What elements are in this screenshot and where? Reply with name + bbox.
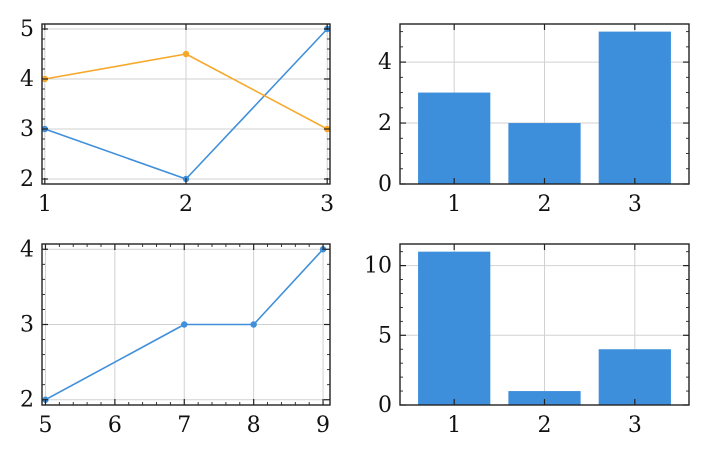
- y-tick-label: 2: [20, 388, 34, 413]
- x-tick-label: 3: [628, 413, 642, 438]
- y-tick-label: 5: [20, 17, 34, 42]
- y-tick-label: 2: [378, 111, 392, 136]
- bar-1: [418, 251, 491, 405]
- y-tick-label: 3: [20, 117, 34, 142]
- x-tick-label: 3: [320, 192, 334, 217]
- x-tick-label: 9: [316, 413, 330, 438]
- y-tick-label: 0: [378, 393, 392, 418]
- bar-1: [418, 92, 491, 184]
- chart-panel-3: 5 6 7 8 9 2 3 4: [20, 237, 331, 438]
- bar-2: [508, 123, 581, 184]
- chart-panel-2: 1 2 3 0 2 4: [378, 23, 690, 217]
- series-1-point: [181, 321, 188, 328]
- x-tick-label: 3: [628, 192, 642, 217]
- x-tick-label: 1: [447, 192, 461, 217]
- series-line-1: [45, 248, 324, 401]
- y-tick-label: 2: [20, 167, 34, 192]
- y-tick-label: 3: [20, 313, 34, 338]
- bar-2: [508, 391, 581, 405]
- x-tick-label: 2: [538, 413, 552, 438]
- tick-marks: [400, 24, 689, 185]
- y-tick-label: 5: [378, 323, 392, 348]
- bar-3: [598, 31, 671, 184]
- x-tick-label: 7: [177, 413, 191, 438]
- tick-marks: [42, 24, 330, 184]
- x-tick-label: 5: [38, 413, 52, 438]
- y-tick-label: 10: [364, 254, 392, 279]
- y-tick-label: 0: [378, 172, 392, 197]
- tick-marks: [400, 244, 689, 406]
- x-tick-label: 1: [38, 192, 52, 217]
- series-2-point: [182, 50, 190, 58]
- series-1-point: [250, 321, 257, 328]
- x-tick-label: 2: [538, 192, 552, 217]
- y-tick-label: 4: [20, 237, 34, 262]
- x-tick-label: 6: [108, 413, 122, 438]
- tick-marks: [42, 244, 330, 405]
- x-tick-label: 1: [447, 413, 461, 438]
- x-tick-label: 2: [179, 192, 193, 217]
- y-tick-label: 4: [20, 67, 34, 92]
- y-tick-label: 4: [378, 50, 392, 75]
- x-tick-label: 8: [247, 413, 261, 438]
- chart-panel-4: 1 2 3 0 5 10: [364, 243, 690, 438]
- gridlines: [42, 24, 330, 184]
- bar-3: [598, 349, 671, 405]
